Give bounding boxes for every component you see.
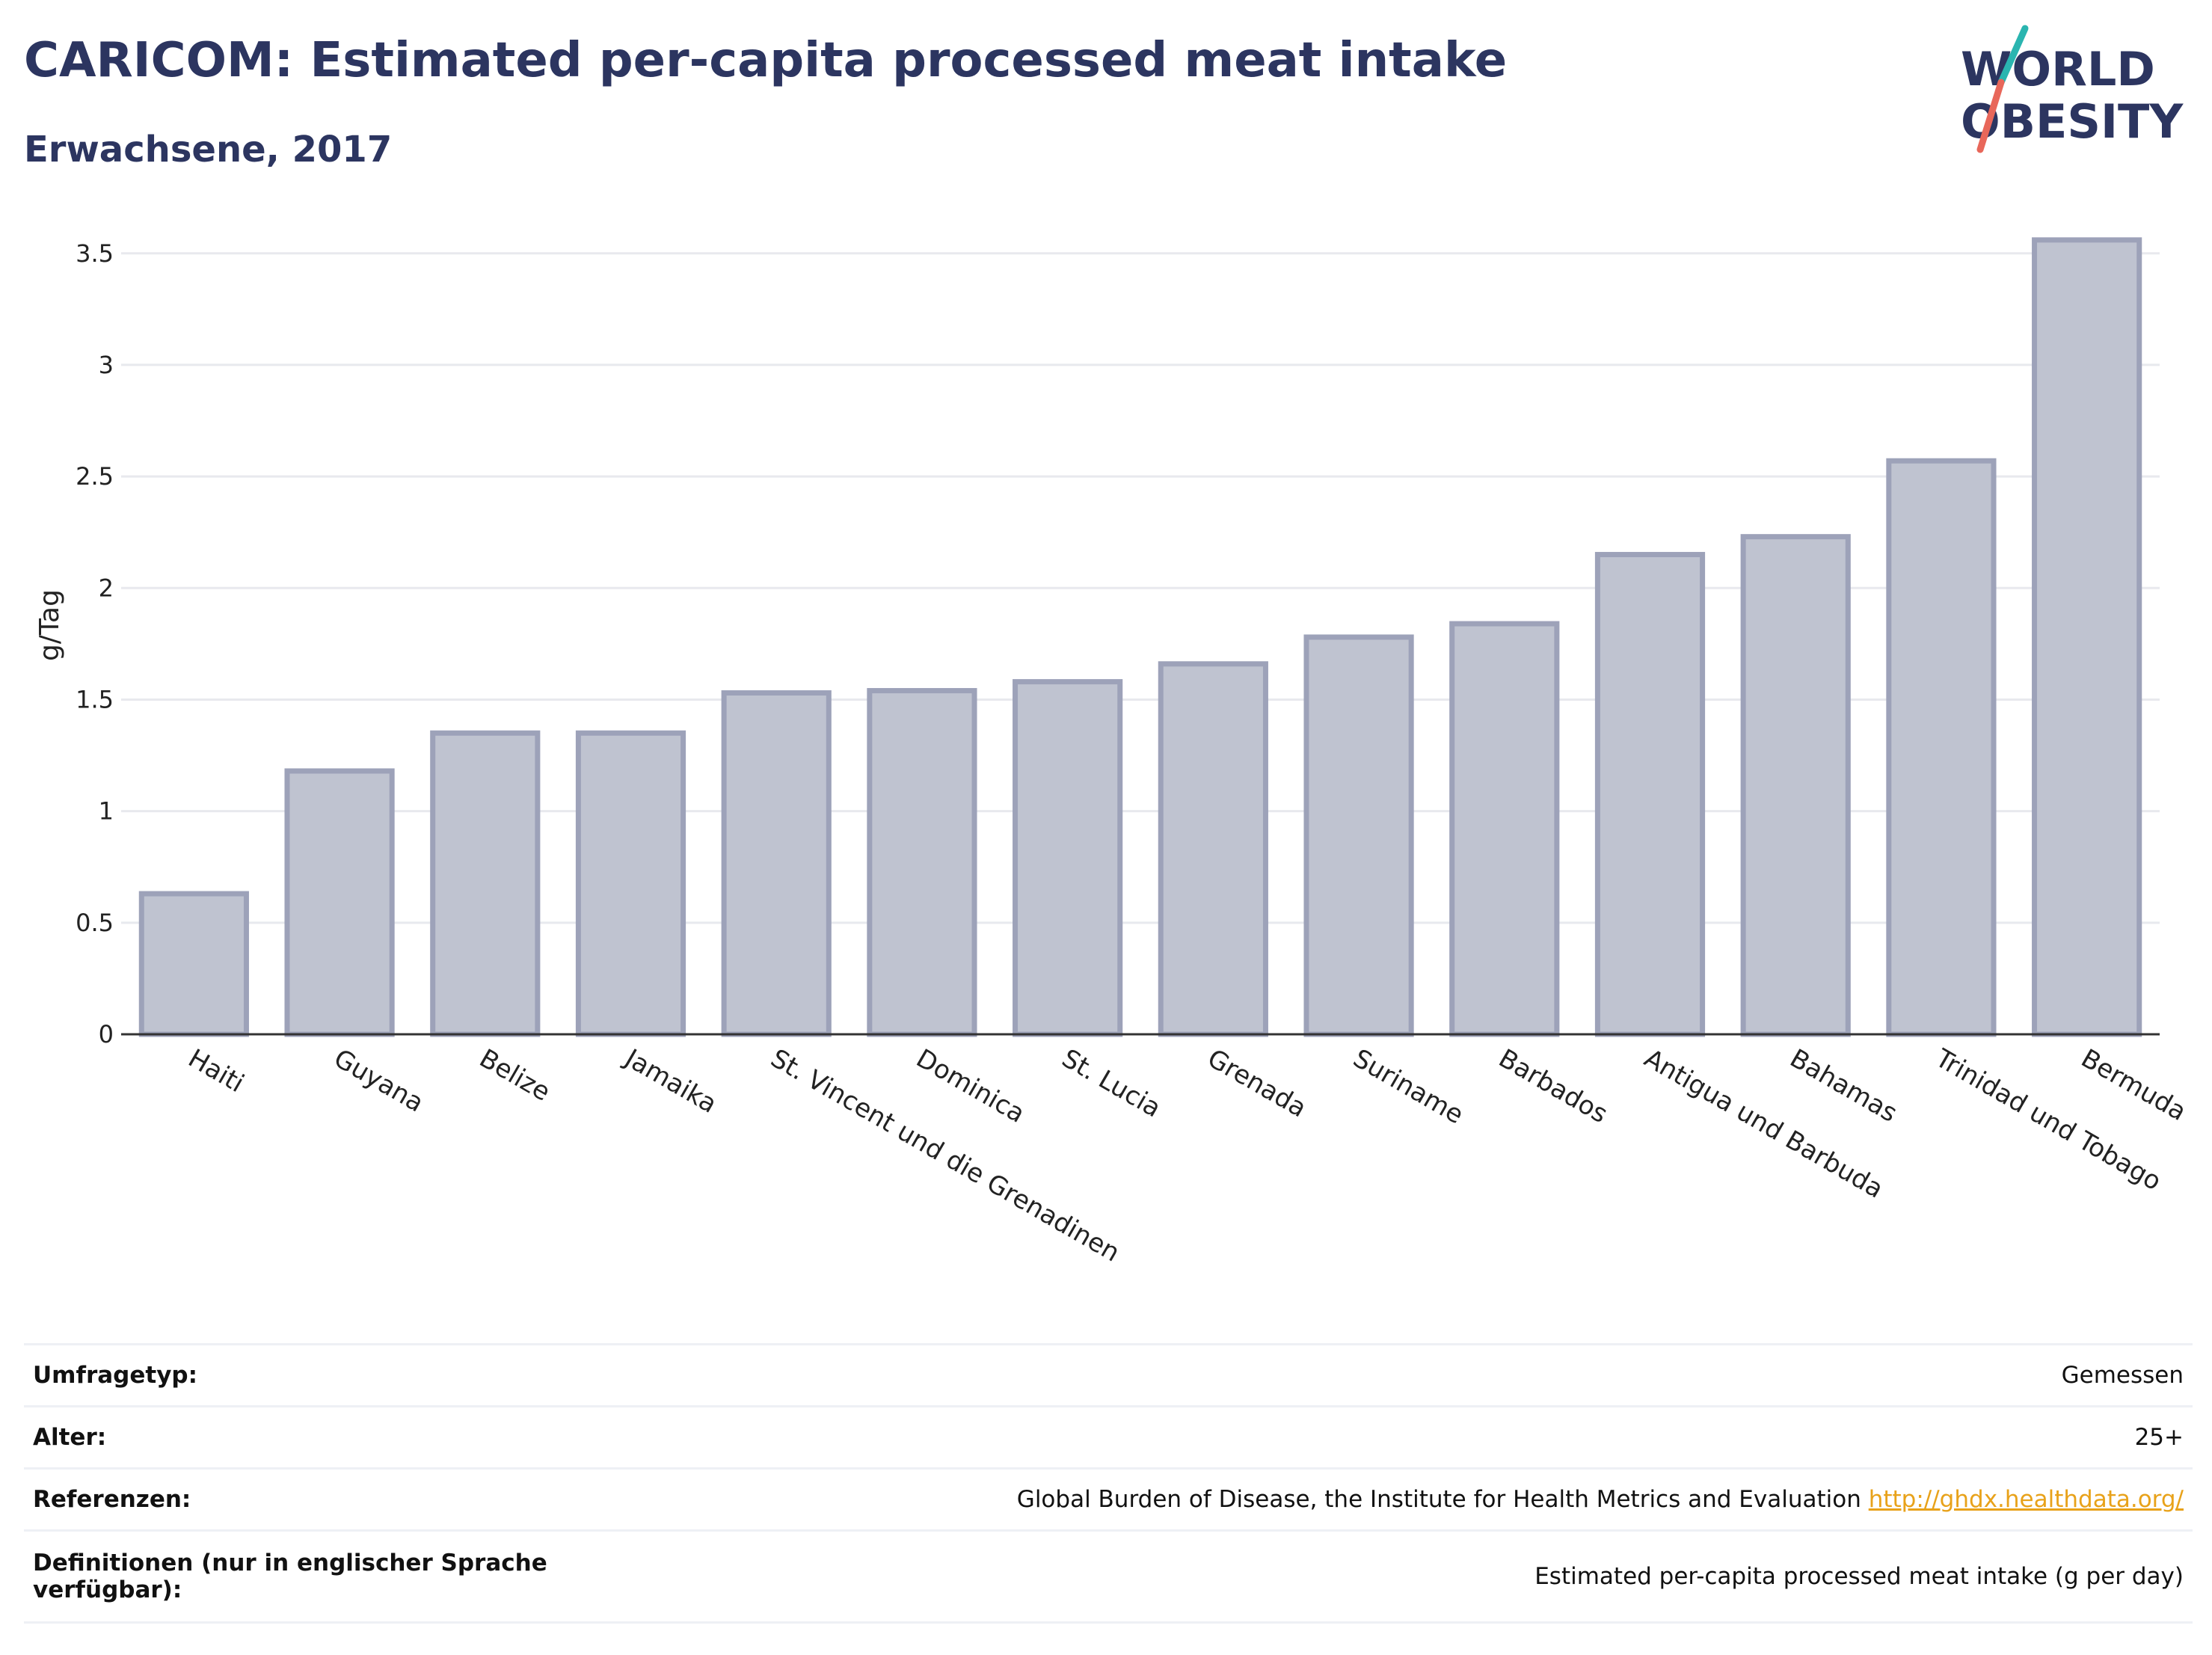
- world-obesity-logo: WORLD OBESITY: [1961, 25, 2184, 153]
- meta-value-definitions: Estimated per-capita processed meat inta…: [565, 1529, 2193, 1624]
- bar: [138, 891, 249, 1037]
- x-tick-label: Dominica: [911, 1043, 1030, 1129]
- reference-text: Global Burden of Disease, the Institute …: [1016, 1486, 1861, 1513]
- y-tick-label: 0: [99, 1020, 114, 1048]
- bar: [1886, 458, 1997, 1037]
- bar-chart: 0 0.5 1 1.5 2 2.5 3 3.5 Haiti Guyana Belize Jamaik…: [34, 237, 2191, 1268]
- table-row: Definitionen (nur in englischer Sprache …: [24, 1529, 2193, 1624]
- x-tick-label: Guyana: [329, 1043, 429, 1118]
- meta-key-definitions: Definitionen (nur in englischer Sprache …: [24, 1529, 565, 1624]
- meta-value-references: Global Burden of Disease, the Institute …: [565, 1467, 2193, 1532]
- y-tick-label: 1: [99, 797, 114, 826]
- bar: [1013, 679, 1123, 1037]
- table-row: Referenzen: Global Burden of Disease, th…: [24, 1467, 2193, 1532]
- y-tick-label: 0.5: [76, 909, 114, 937]
- bar: [430, 730, 541, 1037]
- y-tick-label: 1.5: [76, 685, 114, 713]
- x-tick-label: Haiti: [183, 1043, 249, 1099]
- x-tick-label: Barbados: [1493, 1043, 1612, 1129]
- x-tick-label: Grenada: [1202, 1043, 1312, 1123]
- bar: [1303, 634, 1414, 1037]
- y-tick-labels: 0 0.5 1 1.5 2 2.5 3 3.5: [76, 239, 114, 1048]
- reference-link[interactable]: http://ghdx.healthdata.org/: [1868, 1486, 2184, 1513]
- table-row: Alter: 25+: [24, 1405, 2193, 1470]
- bar: [2032, 237, 2142, 1037]
- y-tick-label: 2.5: [76, 462, 114, 491]
- meta-key-survey-type: Umfragetyp:: [24, 1343, 565, 1407]
- x-tick-label: Jamaika: [618, 1043, 722, 1120]
- x-tick-label: Belize: [474, 1043, 555, 1108]
- x-tick-labels: Haiti Guyana Belize Jamaika St. Vincent und …: [183, 1043, 2191, 1268]
- table-row: Umfragetyp: Gemessen: [24, 1343, 2193, 1407]
- x-tick-label: Antigua und Barbuda: [1639, 1043, 1888, 1204]
- metadata-table: Umfragetyp: Gemessen Alter: 25+ Referenz…: [24, 1343, 2193, 1624]
- bar: [1594, 552, 1706, 1037]
- x-tick-label: St. Lucia: [1057, 1043, 1166, 1123]
- x-tick-label: Bermuda: [2076, 1043, 2191, 1127]
- meta-key-age: Alter:: [24, 1405, 565, 1470]
- meta-value-age: 25+: [565, 1405, 2193, 1470]
- bar: [575, 730, 686, 1037]
- bar: [1449, 621, 1560, 1037]
- bar: [1740, 534, 1851, 1037]
- bar: [284, 768, 395, 1037]
- logo-line1: WORLD: [1961, 42, 2155, 96]
- x-tick-label: Bahamas: [1785, 1043, 1902, 1129]
- y-tick-label: 2: [99, 574, 114, 602]
- bar: [1158, 661, 1268, 1037]
- bar: [867, 688, 977, 1037]
- meta-key-references: Referenzen:: [24, 1467, 565, 1532]
- chart-title: CARICOM: Estimated per-capita processed …: [24, 33, 1508, 88]
- logo-slash-coral: [1976, 79, 2005, 153]
- bars: [138, 237, 2142, 1037]
- meta-value-survey-type: Gemessen: [565, 1343, 2193, 1407]
- logo-slash-teal: [1997, 25, 2029, 86]
- grid-lines: [121, 252, 2160, 924]
- bar: [721, 690, 832, 1037]
- y-tick-label: 3.5: [76, 239, 114, 268]
- y-axis-title: g/Tag: [34, 589, 65, 661]
- chart-subtitle: Erwachsene, 2017: [24, 129, 393, 171]
- x-tick-label: Suriname: [1348, 1043, 1469, 1130]
- y-tick-label: 3: [99, 351, 114, 379]
